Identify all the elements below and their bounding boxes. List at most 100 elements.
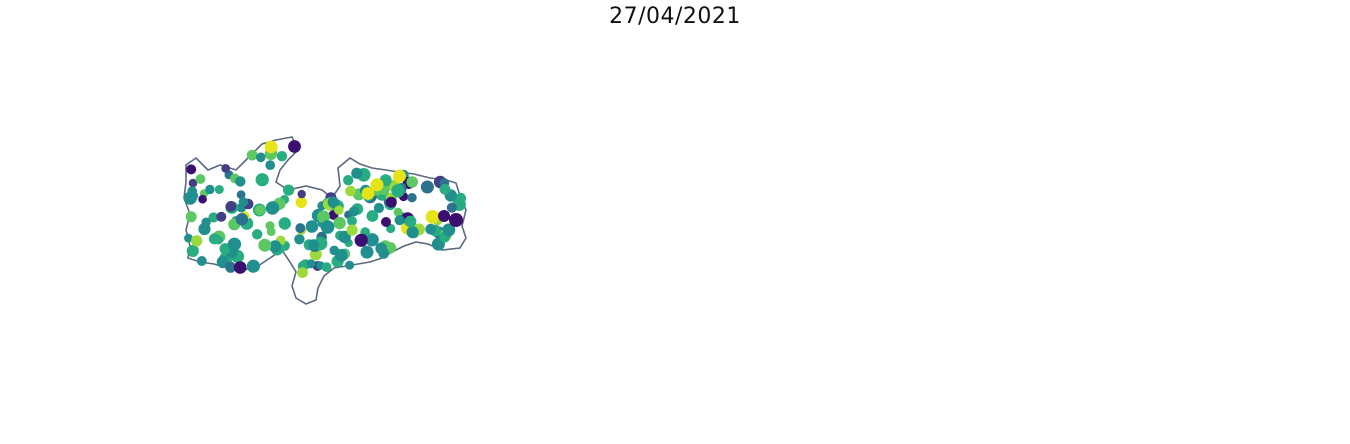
municipality-region	[811, 218, 829, 237]
municipality-region	[1167, 175, 1184, 191]
municipality-region	[1080, 283, 1096, 298]
municipality-region	[576, 273, 591, 286]
municipality-region	[959, 207, 976, 222]
municipality-region	[735, 130, 753, 146]
municipality-region	[1110, 162, 1131, 181]
municipality-point	[288, 140, 301, 153]
municipality-region	[645, 251, 662, 270]
municipality-region	[590, 161, 605, 179]
municipality-region	[1192, 219, 1208, 238]
municipality-region	[1068, 239, 1083, 256]
municipality-region	[1202, 280, 1216, 299]
municipality-region	[743, 282, 759, 297]
municipality-region	[657, 186, 671, 202]
municipality-region	[699, 282, 720, 300]
municipality-region	[752, 280, 768, 300]
municipality-region	[940, 204, 957, 224]
municipality-region	[1034, 264, 1052, 283]
municipality-region	[721, 173, 734, 194]
municipality-region	[992, 239, 1007, 254]
municipality-region	[1005, 172, 1024, 185]
municipality-region	[777, 175, 794, 191]
municipality-region	[1037, 219, 1052, 235]
municipality-region	[1167, 195, 1187, 210]
municipality-point	[321, 262, 332, 272]
municipality-region	[707, 140, 727, 158]
municipality-region	[545, 282, 561, 297]
municipality-region	[1044, 238, 1064, 256]
municipality-point	[233, 261, 247, 274]
municipality-region	[1002, 230, 1018, 246]
municipality-region	[1093, 241, 1109, 260]
municipality-region	[613, 163, 632, 178]
municipality-region	[647, 172, 664, 190]
municipality-region	[834, 131, 849, 146]
municipality-point	[225, 261, 237, 273]
municipality-region	[547, 127, 564, 145]
municipality-region	[1126, 150, 1144, 164]
municipality-region	[960, 216, 980, 234]
municipality-region	[775, 269, 791, 289]
municipality-point	[366, 210, 379, 222]
municipality-region	[1079, 140, 1094, 153]
municipality-region	[690, 196, 709, 213]
municipality-point	[394, 215, 405, 226]
municipality-region	[1027, 239, 1042, 256]
municipality-region	[940, 262, 953, 276]
municipality-region	[1144, 205, 1164, 220]
municipality-region	[566, 307, 583, 324]
municipality-region	[645, 261, 662, 280]
municipality-region	[612, 139, 628, 153]
municipality-region	[1037, 240, 1053, 253]
municipality-region	[588, 308, 605, 323]
municipality-region	[1027, 231, 1041, 250]
municipality-region	[831, 273, 852, 288]
municipality-region	[1123, 229, 1137, 244]
municipality-region	[700, 206, 715, 222]
municipality-region	[666, 240, 681, 258]
municipality-region	[799, 304, 814, 321]
municipality-region	[713, 173, 731, 189]
municipality-region	[1181, 206, 1194, 225]
municipality-region	[958, 306, 976, 324]
municipality-point	[373, 202, 384, 214]
municipality-region	[622, 171, 638, 189]
municipality-region	[1005, 303, 1024, 323]
municipality-region	[821, 294, 842, 308]
figure-title: 27/04/2021	[609, 4, 741, 29]
municipality-region	[1102, 151, 1121, 166]
municipality-region	[1090, 305, 1105, 323]
municipality-point	[306, 259, 316, 269]
municipality-region	[1014, 227, 1030, 244]
municipality-region	[1123, 262, 1139, 280]
municipality-region	[577, 225, 594, 248]
choropleth-map	[544, 127, 864, 326]
municipality-region	[991, 219, 1009, 237]
municipality-region	[950, 196, 966, 213]
municipality-region	[947, 175, 962, 195]
municipality-region	[567, 164, 582, 181]
municipality-region	[1147, 172, 1160, 189]
municipality-region	[840, 306, 857, 320]
municipality-region	[1036, 284, 1049, 300]
municipality-region	[990, 186, 1010, 204]
municipality-region	[699, 249, 716, 268]
municipality-region	[1146, 140, 1161, 158]
municipality-region	[600, 251, 616, 269]
municipality-region	[937, 142, 953, 160]
municipality-region	[948, 131, 968, 149]
municipality-region	[644, 216, 663, 230]
municipality-region	[645, 272, 662, 289]
municipality-region	[1190, 262, 1206, 281]
municipality-region	[567, 230, 584, 249]
municipality-region	[1170, 262, 1186, 281]
municipality-region	[1171, 295, 1186, 311]
municipality-region	[928, 217, 941, 234]
municipality-region	[970, 291, 986, 307]
municipality-region	[690, 148, 708, 164]
municipality-region	[600, 273, 622, 292]
municipality-region	[677, 172, 691, 189]
municipality-region	[948, 228, 964, 245]
municipality-region	[1014, 262, 1036, 280]
municipality-region	[1157, 261, 1172, 275]
